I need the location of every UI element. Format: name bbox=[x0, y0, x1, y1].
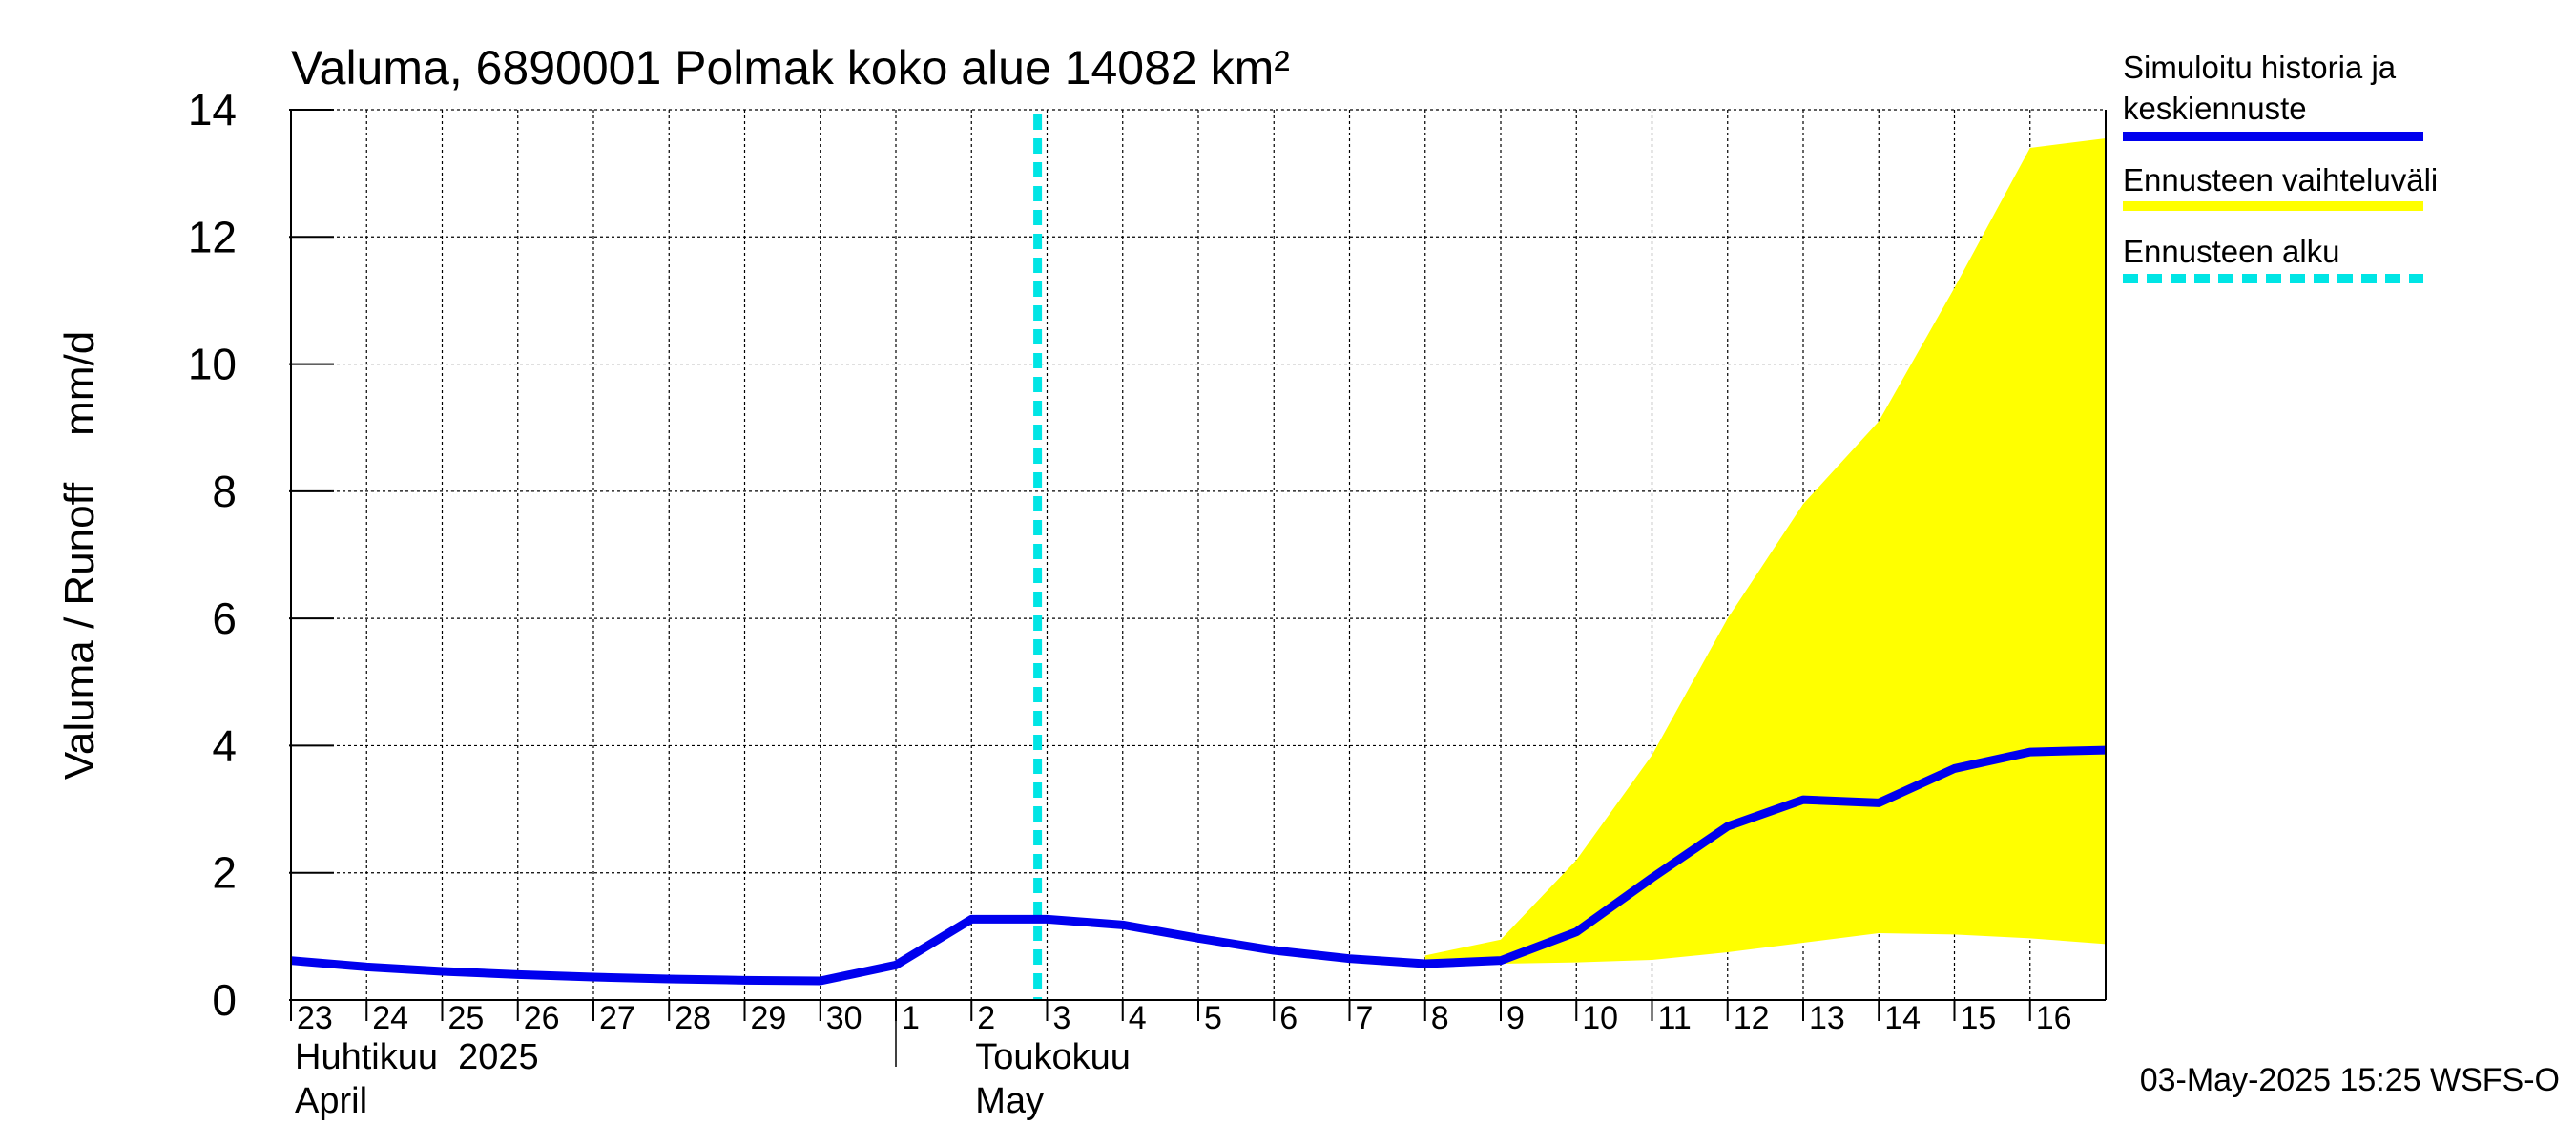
x-tick-label: 15 bbox=[1961, 1000, 1997, 1036]
x-tick-label: 30 bbox=[826, 1000, 862, 1036]
x-tick-label: 23 bbox=[297, 1000, 333, 1036]
x-tick-label: 26 bbox=[524, 1000, 560, 1036]
x-tick-label: 16 bbox=[2036, 1000, 2072, 1036]
x-tick-label: 28 bbox=[675, 1000, 711, 1036]
x-tick-label: 24 bbox=[372, 1000, 408, 1036]
chart-title: Valuma, 6890001 Polmak koko alue 14082 k… bbox=[291, 41, 1290, 94]
legend-simulated-label: Simuloitu historia ja bbox=[2123, 50, 2397, 85]
x-tick-label: 2 bbox=[977, 1000, 995, 1036]
x-tick-label: 7 bbox=[1356, 1000, 1374, 1036]
y-tick-label: 14 bbox=[188, 85, 237, 135]
x-tick-label: 29 bbox=[751, 1000, 787, 1036]
x-tick-label: 3 bbox=[1053, 1000, 1071, 1036]
x-tick-label: 10 bbox=[1582, 1000, 1618, 1036]
legend-forecast-start-label: Ennusteen alku bbox=[2123, 234, 2340, 269]
month-label-en: April bbox=[295, 1081, 367, 1121]
y-tick-label: 8 bbox=[212, 467, 237, 516]
month-label-en: May bbox=[975, 1081, 1044, 1121]
month-label-fi: Toukokuu bbox=[975, 1037, 1131, 1077]
x-tick-label: 5 bbox=[1204, 1000, 1222, 1036]
x-tick-label: 1 bbox=[902, 1000, 920, 1036]
timestamp-footer: 03-May-2025 15:25 WSFS-O bbox=[2140, 1062, 2560, 1098]
month-label-fi: Huhtikuu 2025 bbox=[295, 1037, 539, 1077]
x-tick-label: 13 bbox=[1809, 1000, 1845, 1036]
y-tick-label: 6 bbox=[212, 593, 237, 643]
x-tick-label: 25 bbox=[448, 1000, 485, 1036]
x-tick-label: 27 bbox=[599, 1000, 635, 1036]
x-tick-label: 11 bbox=[1658, 1000, 1692, 1036]
legend-simulated-label: keskiennuste bbox=[2123, 91, 2307, 126]
simulated-runoff-line bbox=[290, 745, 2107, 986]
x-tick-label: 12 bbox=[1734, 1000, 1770, 1036]
forecast-range-band bbox=[1424, 137, 2106, 965]
x-tick-label: 6 bbox=[1279, 1000, 1298, 1036]
legend: Simuloitu historia ja keskiennuste Ennuste… bbox=[2123, 50, 2438, 283]
legend-range-label: Ennusteen vaihteluväli bbox=[2123, 162, 2438, 198]
x-tick-label: 8 bbox=[1431, 1000, 1449, 1036]
x-tick-label: 9 bbox=[1506, 1000, 1525, 1036]
y-tick-label: 10 bbox=[188, 340, 237, 389]
y-tick-label: 0 bbox=[212, 975, 237, 1025]
y-tick-label: 2 bbox=[212, 848, 237, 898]
x-tick-label: 14 bbox=[1884, 1000, 1921, 1036]
y-tick-label: 4 bbox=[212, 720, 237, 770]
x-tick-label: 4 bbox=[1129, 1000, 1147, 1036]
y-axis-label: Valuma / Runoff mm/d bbox=[56, 331, 103, 780]
y-tick-label: 12 bbox=[188, 212, 237, 261]
